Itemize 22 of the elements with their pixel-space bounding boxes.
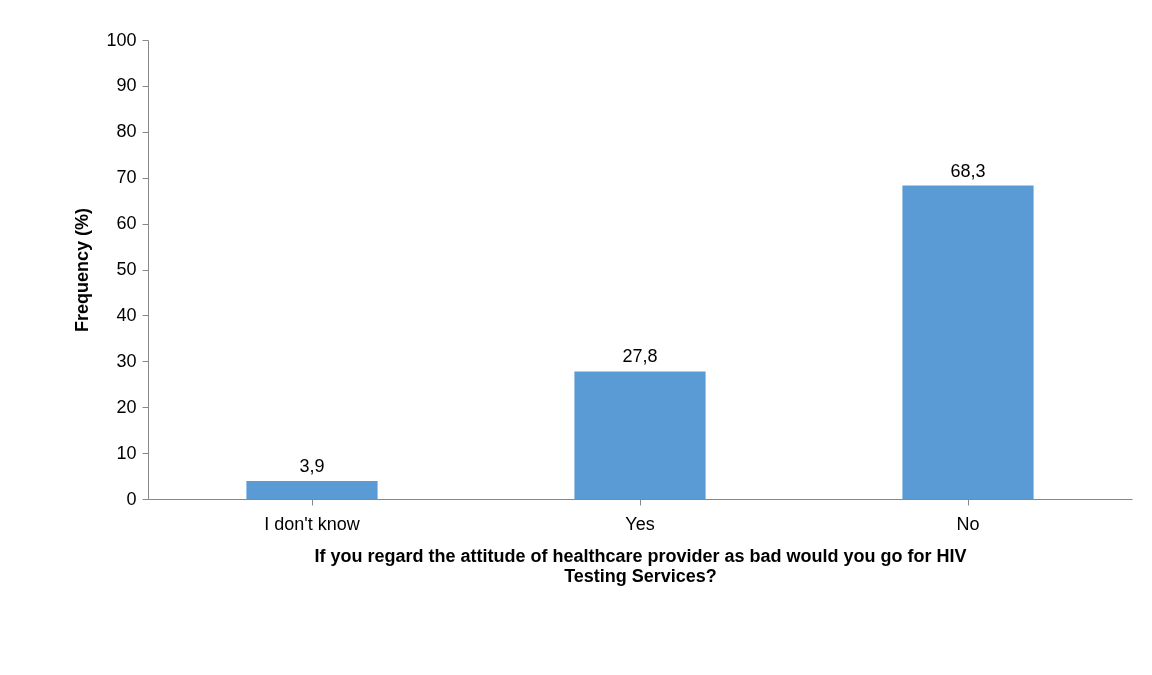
bar [902,185,1034,499]
x-tick-label: No [956,513,980,534]
y-tick-label: 0 [126,488,137,509]
y-tick-label: 50 [116,259,137,279]
y-tick-label: 10 [116,442,137,463]
x-tick-label: Yes [625,513,655,534]
y-tick-label: 40 [116,304,137,325]
y-tick-label: 100 [106,29,137,50]
data-label: 27,8 [622,346,658,367]
bar [246,481,378,499]
y-axis-title: Frequency (%) [72,207,93,333]
x-axis-title: If you regard the attitude of healthcare provider as bad would you go for HIV Testing Services? [314,545,967,586]
y-tick-label: 30 [116,350,137,371]
data-label: 3,9 [299,456,325,477]
y-tick-label: 90 [116,75,137,96]
data-label: 68,3 [950,160,986,181]
x-tick-label: I don't know [264,513,361,534]
y-tick-label: 60 [116,213,137,234]
y-tick-label: 70 [116,167,137,188]
bar [574,371,706,499]
y-tick-label: 20 [116,396,137,417]
y-tick-label: 80 [116,121,137,142]
